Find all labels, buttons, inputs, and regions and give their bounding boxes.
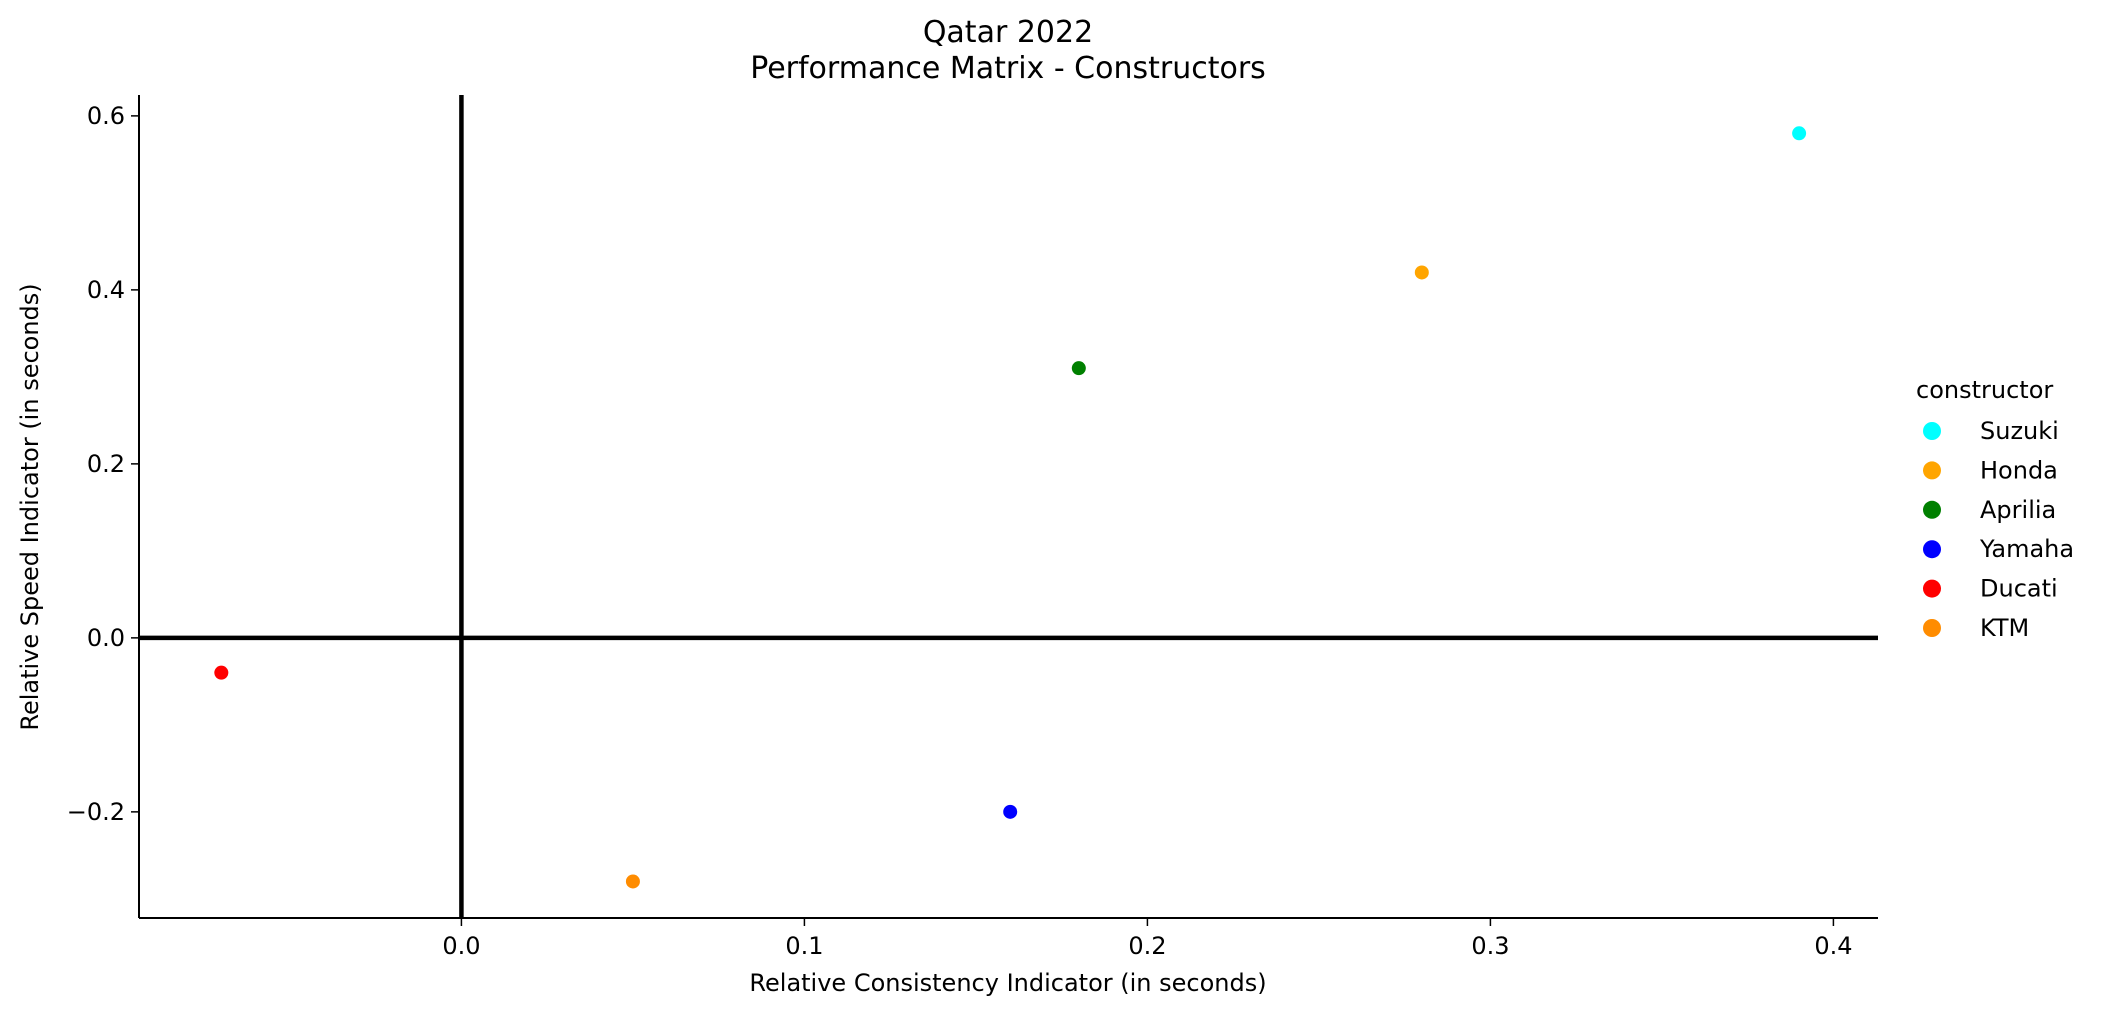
x-tick-label: 0.4 xyxy=(1814,932,1852,960)
x-tick-label: 0.0 xyxy=(442,932,480,960)
data-point-yamaha xyxy=(1003,804,1018,819)
chart-subtitle: Performance Matrix - Constructors xyxy=(750,51,1266,86)
legend-label-ktm: KTM xyxy=(1980,614,2029,642)
y-tick-label: 0.4 xyxy=(87,276,125,304)
y-tick-label: 0.0 xyxy=(87,624,125,652)
data-point-aprilia xyxy=(1071,361,1086,376)
legend-marker-honda xyxy=(1923,461,1941,480)
data-point-honda xyxy=(1414,265,1429,280)
x-axis-label: Relative Consistency Indicator (in secon… xyxy=(749,969,1266,997)
y-tick-label: 0.6 xyxy=(87,102,125,130)
x-tick-label: 0.1 xyxy=(785,932,823,960)
legend-label-aprilia: Aprilia xyxy=(1980,496,2056,524)
y-tick-label: 0.2 xyxy=(87,450,125,478)
y-axis-label: Relative Speed Indicator (in seconds) xyxy=(16,283,44,730)
legend: constructor Suzuki Honda Aprilia Yamaha Duca… xyxy=(1916,376,2074,642)
plot-area: 0.0 0.1 0.2 0.3 0.4 0.6 0.4 0.2 0.0 −0.2 xyxy=(67,95,1878,960)
data-point-ktm xyxy=(625,874,640,889)
legend-title: constructor xyxy=(1916,376,2053,404)
data-point-suzuki xyxy=(1792,126,1807,141)
x-tick-label: 0.3 xyxy=(1471,932,1509,960)
y-tick-label: −0.2 xyxy=(67,798,125,826)
x-tick-label: 0.2 xyxy=(1128,932,1166,960)
legend-marker-aprilia xyxy=(1923,500,1941,519)
legend-label-yamaha: Yamaha xyxy=(1979,535,2074,563)
legend-marker-ktm xyxy=(1923,619,1941,637)
legend-label-ducati: Ducati xyxy=(1980,575,2058,603)
chart-title: Qatar 2022 xyxy=(923,15,1093,50)
legend-label-suzuki: Suzuki xyxy=(1980,417,2059,445)
legend-label-honda: Honda xyxy=(1980,456,2058,484)
legend-marker-yamaha xyxy=(1923,540,1941,559)
legend-marker-suzuki xyxy=(1923,422,1941,440)
legend-marker-ducati xyxy=(1923,579,1941,598)
data-point-ducati xyxy=(214,665,229,680)
